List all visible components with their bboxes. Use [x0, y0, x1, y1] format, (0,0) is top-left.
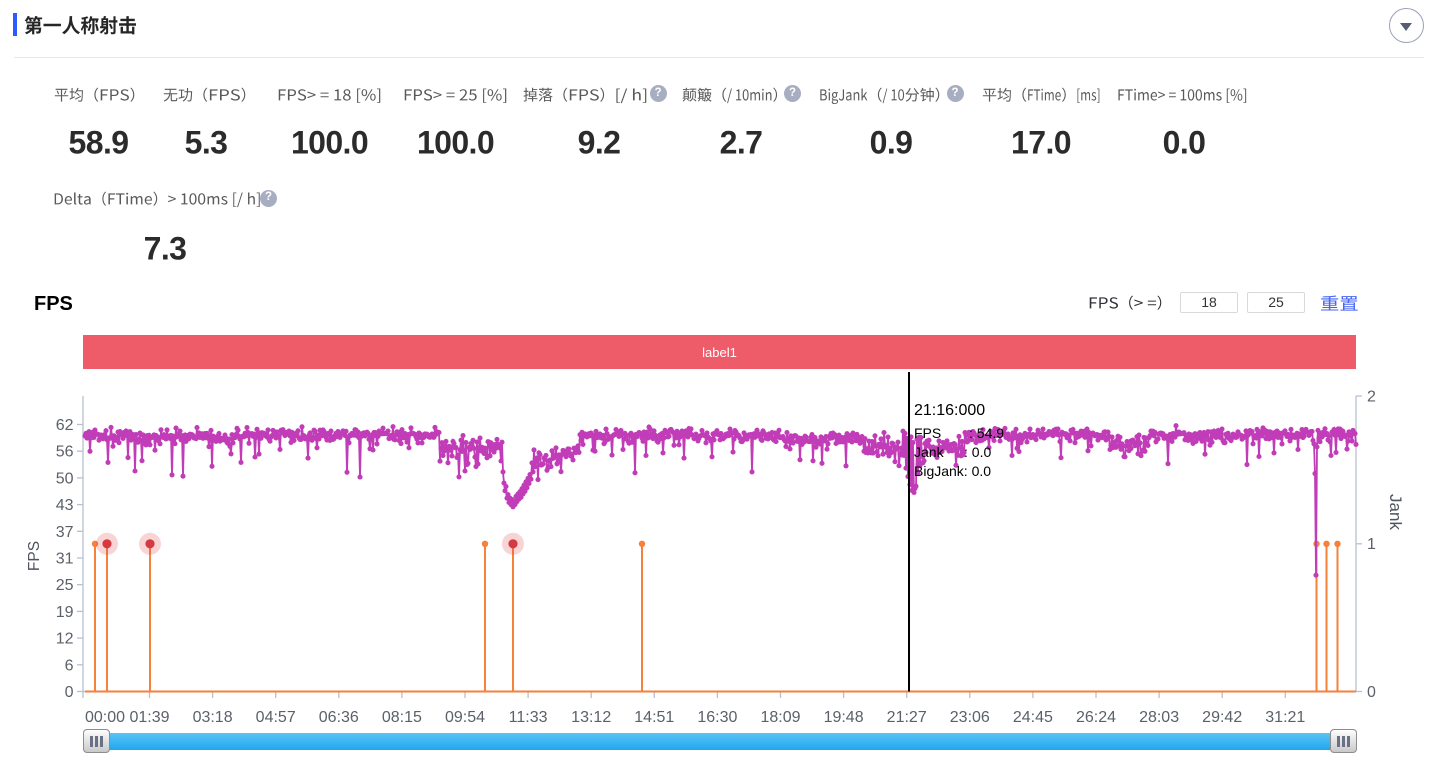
svg-text:2: 2 [1367, 389, 1376, 406]
svg-text:Jank: Jank [1386, 494, 1405, 530]
svg-text:FPS: FPS [26, 541, 43, 571]
svg-text:04:57: 04:57 [256, 709, 296, 726]
svg-text:16:30: 16:30 [697, 709, 737, 726]
svg-text:25: 25 [56, 577, 74, 594]
svg-text:29:42: 29:42 [1202, 709, 1242, 726]
svg-text:19: 19 [56, 604, 74, 621]
svg-text:56: 56 [56, 444, 74, 461]
svg-text:1: 1 [1367, 536, 1376, 553]
svg-text:37: 37 [56, 524, 74, 541]
svg-text:01:39: 01:39 [129, 709, 169, 726]
svg-text:62: 62 [56, 417, 74, 434]
svg-text:31: 31 [56, 551, 74, 568]
svg-text:13:12: 13:12 [571, 709, 611, 726]
svg-text:0: 0 [1367, 684, 1376, 701]
svg-text:06:36: 06:36 [319, 709, 359, 726]
svg-text:24:45: 24:45 [1013, 709, 1053, 726]
svg-text:23:06: 23:06 [950, 709, 990, 726]
svg-text:18:09: 18:09 [760, 709, 800, 726]
svg-text:11:33: 11:33 [509, 709, 548, 726]
svg-text:0: 0 [65, 684, 74, 701]
svg-text:12: 12 [56, 631, 74, 648]
svg-text:21:27: 21:27 [887, 709, 927, 726]
svg-text:6: 6 [65, 657, 74, 674]
svg-text:00:00: 00:00 [85, 709, 125, 726]
svg-text:50: 50 [56, 470, 74, 487]
svg-text:19:48: 19:48 [824, 709, 864, 726]
svg-text:09:54: 09:54 [445, 709, 485, 726]
svg-text:31:21: 31:21 [1265, 709, 1305, 726]
svg-text:26:24: 26:24 [1076, 709, 1116, 726]
svg-text:14:51: 14:51 [634, 709, 674, 726]
svg-text:08:15: 08:15 [382, 709, 422, 726]
svg-text:43: 43 [56, 497, 74, 514]
svg-text:03:18: 03:18 [193, 709, 233, 726]
svg-text:28:03: 28:03 [1139, 709, 1179, 726]
